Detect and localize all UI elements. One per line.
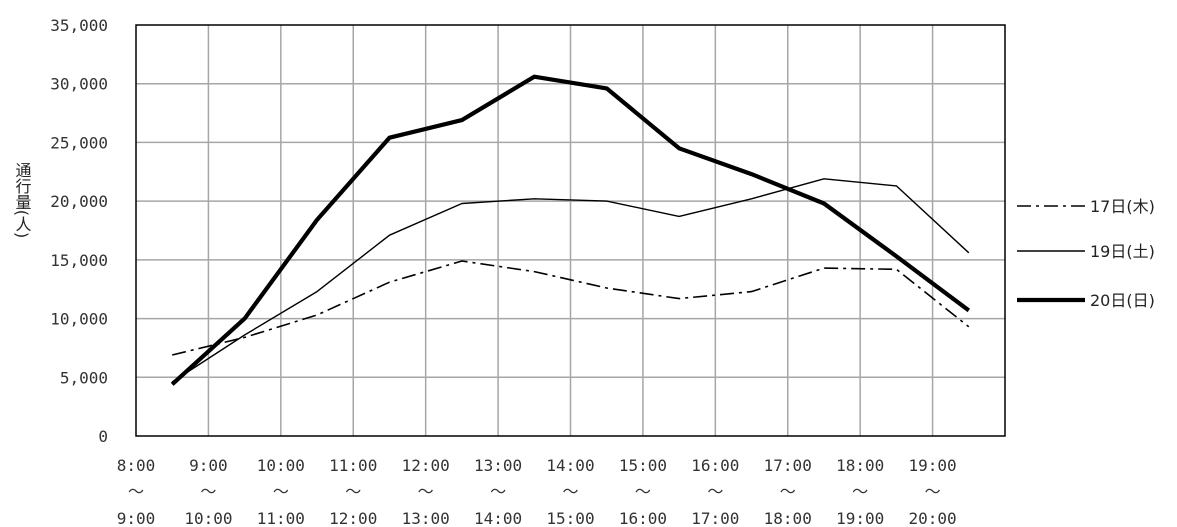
x-tick-label: 〜: [418, 482, 434, 501]
x-tick-label: 〜: [200, 482, 216, 501]
series-lines: [170, 74, 971, 386]
x-tick-label: 16:00: [619, 509, 667, 527]
x-tick-label: 18:00: [764, 509, 812, 527]
x-tick-label: 17:00: [691, 509, 739, 527]
x-tick-label: 10:00: [257, 456, 305, 475]
x-tick-label: 〜: [562, 482, 578, 501]
x-tick-label: 12:00: [402, 456, 450, 475]
y-axis-label: 通行量(人): [13, 162, 32, 238]
x-tick-label: 9:00: [189, 456, 228, 475]
x-tick-label: 〜: [780, 482, 796, 501]
x-tick-label: 13:00: [402, 509, 450, 527]
y-axis-label-text: 通行量(人): [13, 162, 32, 238]
x-tick-label: 19:00: [908, 456, 956, 475]
x-tick-label: 20:00: [908, 509, 956, 527]
x-tick-label: 〜: [925, 482, 941, 501]
x-tick-label: 18:00: [836, 456, 884, 475]
x-tick-label: 11:00: [257, 509, 305, 527]
x-tick-label: 〜: [490, 482, 506, 501]
x-tick-label: 〜: [852, 482, 868, 501]
legend-label: 17日(木): [1090, 197, 1155, 216]
y-tick-label: 5,000: [60, 368, 108, 387]
y-tick-label: 15,000: [50, 251, 108, 270]
series-line: [172, 260, 970, 356]
x-tick-label: 19:00: [836, 509, 884, 527]
legend-label: 19日(土): [1090, 242, 1155, 261]
legend: 17日(木) 19日(土) 20日(日): [1017, 197, 1155, 310]
x-tick-label: 10:00: [184, 509, 232, 527]
y-tick-label: 25,000: [50, 133, 108, 152]
series-line: [170, 74, 971, 386]
x-tick-label: 〜: [345, 482, 361, 501]
x-tick-label: 11:00: [329, 456, 377, 475]
y-tick-label: 30,000: [50, 75, 108, 94]
x-tick-label: 12:00: [329, 509, 377, 527]
x-tick-label: 〜: [273, 482, 289, 501]
x-tick-label: 14:00: [546, 456, 594, 475]
series-line: [171, 178, 970, 383]
x-tick-label: 16:00: [691, 456, 739, 475]
x-tick-label: 13:00: [474, 456, 522, 475]
y-tick-label: 0: [98, 427, 108, 446]
y-tick-label: 10,000: [50, 310, 108, 329]
x-tick-label: 14:00: [474, 509, 522, 527]
grid: [136, 25, 1005, 436]
y-tick-label: 35,000: [50, 16, 108, 35]
x-tick-label: 〜: [635, 482, 651, 501]
x-tick-label: 〜: [707, 482, 723, 501]
x-tick-label: 9:00: [117, 509, 156, 527]
plot-frame: [135, 24, 1006, 437]
y-tick-label: 20,000: [50, 192, 108, 211]
legend-label: 20日(日): [1090, 291, 1155, 310]
x-axis-ticks: 8:00 〜 9:00 9:00 〜 10:00 10:00 〜 11:00 11:00 〜 12:0…: [117, 456, 957, 527]
x-tick-label: 8:00: [117, 456, 156, 475]
x-tick-label: 17:00: [764, 456, 812, 475]
x-tick-label: 〜: [128, 482, 144, 501]
x-tick-label: 15:00: [546, 509, 594, 527]
y-axis-ticks: 0 5,000 10,000 15,000 20,000 25,000 30,000 35,0…: [50, 16, 108, 446]
x-tick-label: 15:00: [619, 456, 667, 475]
